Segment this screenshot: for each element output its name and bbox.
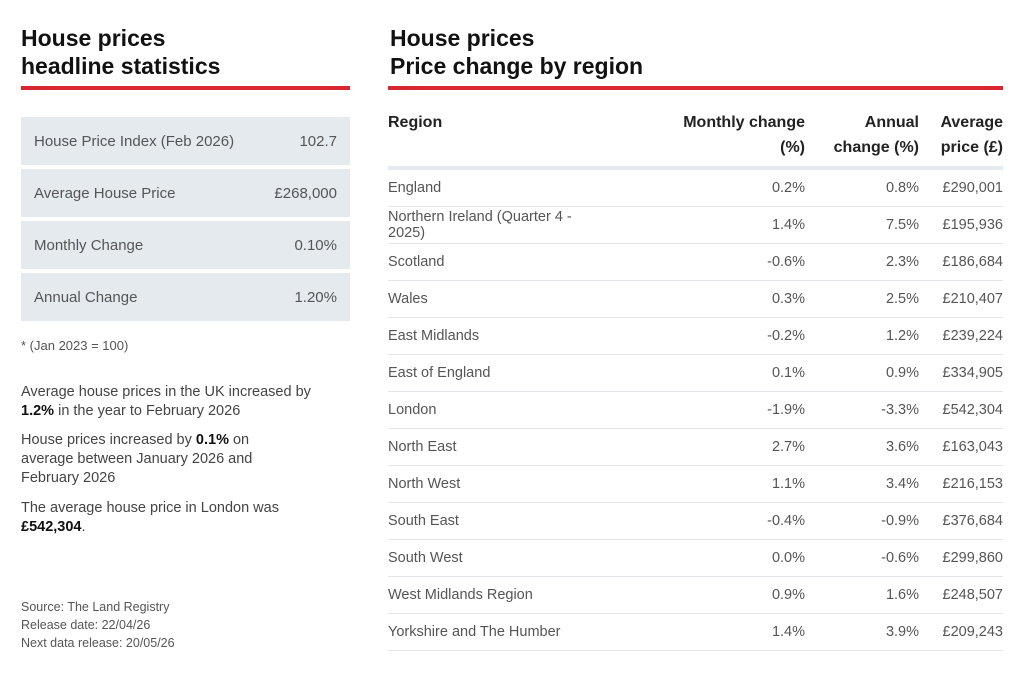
cell-monthly-change: 0.3% (605, 280, 805, 318)
cell-region: North East (388, 428, 605, 466)
cell-monthly-change: 0.9% (605, 576, 805, 614)
cell-average-price: £542,304 (919, 391, 1003, 429)
table-row: East of England 0.1% 0.9% £334,905 (388, 354, 1003, 392)
cell-monthly-change: -1.9% (605, 391, 805, 429)
region-title: House prices Price change by region (390, 24, 643, 80)
cell-annual-change: 3.6% (805, 428, 919, 466)
cell-monthly-change: -0.6% (605, 243, 805, 281)
cell-region: Scotland (388, 243, 605, 281)
cell-region: East Midlands (388, 317, 605, 355)
cell-annual-change: 3.9% (805, 613, 919, 651)
cell-region: South West (388, 539, 605, 577)
cell-monthly-change: 1.4% (605, 206, 805, 244)
table-row: Scotland -0.6% 2.3% £186,684 (388, 243, 1003, 281)
stat-value: £268,000 (274, 184, 337, 202)
header-annual: Annual change (%) (805, 110, 919, 170)
table-row: Wales 0.3% 2.5% £210,407 (388, 280, 1003, 318)
cell-annual-change: 2.3% (805, 243, 919, 281)
title-line: headline statistics (21, 53, 221, 79)
cell-average-price: £299,860 (919, 539, 1003, 577)
cell-average-price: £216,153 (919, 465, 1003, 503)
stat-value: 1.20% (294, 288, 337, 306)
cell-annual-change: 7.5% (805, 206, 919, 244)
cell-region: Yorkshire and The Humber (388, 613, 605, 651)
stat-label: Monthly Change (34, 236, 144, 254)
header-average: Average price (£) (919, 110, 1003, 170)
stat-row: Annual Change 1.20% (21, 273, 350, 321)
cell-annual-change: 3.4% (805, 465, 919, 503)
stat-row: House Price Index (Feb 2026) 102.7 (21, 117, 350, 165)
stat-value: 102.7 (299, 132, 337, 150)
header-region: Region (388, 110, 605, 170)
red-divider (388, 86, 1003, 90)
cell-average-price: £195,936 (919, 206, 1003, 244)
cell-average-price: £209,243 (919, 613, 1003, 651)
cell-monthly-change: -0.4% (605, 502, 805, 540)
stat-label: Average House Price (34, 184, 176, 202)
cell-annual-change: -0.9% (805, 502, 919, 540)
cell-monthly-change: 2.7% (605, 428, 805, 466)
table-row: England 0.2% 0.8% £290,001 (388, 168, 1003, 207)
stat-row: Average House Price £268,000 (21, 169, 350, 217)
cell-monthly-change: -0.2% (605, 317, 805, 355)
cell-monthly-change: 1.1% (605, 465, 805, 503)
next-release: Next data release: 20/05/26 (21, 636, 175, 650)
table-row: North East 2.7% 3.6% £163,043 (388, 428, 1003, 466)
cell-annual-change: 1.2% (805, 317, 919, 355)
table-header: Region Monthly change (%) Annual change (%… (388, 110, 1003, 170)
summary-london: The average house price in London was £5… (21, 500, 279, 535)
table-row: South West 0.0% -0.6% £299,860 (388, 539, 1003, 577)
table-row: Northern Ireland (Quarter 4 - 2025) 1.4% 7… (388, 206, 1003, 244)
stat-value: 0.10% (294, 236, 337, 254)
table-row: West Midlands Region 0.9% 1.6% £248,507 (388, 576, 1003, 614)
cell-region: West Midlands Region (388, 576, 605, 614)
footnote: * (Jan 2023 = 100) (21, 338, 129, 353)
cell-annual-change: 0.9% (805, 354, 919, 392)
table-row: Yorkshire and The Humber 1.4% 3.9% £209,243 (388, 613, 1003, 651)
table-row: East Midlands -0.2% 1.2% £239,224 (388, 317, 1003, 355)
cell-region: Northern Ireland (Quarter 4 - 2025) (388, 206, 605, 244)
source: Source: The Land Registry (21, 600, 170, 614)
cell-annual-change: 2.5% (805, 280, 919, 318)
cell-region: South East (388, 502, 605, 540)
region-table: Region Monthly change (%) Annual change (%… (388, 110, 1003, 651)
cell-average-price: £376,684 (919, 502, 1003, 540)
table-row: South East -0.4% -0.9% £376,684 (388, 502, 1003, 540)
table-row: North West 1.1% 3.4% £216,153 (388, 465, 1003, 503)
cell-annual-change: 1.6% (805, 576, 919, 614)
title-line: Price change by region (390, 53, 644, 79)
summary-monthly: House prices increased by 0.1% on averag… (21, 432, 253, 486)
cell-average-price: £248,507 (919, 576, 1003, 614)
cell-average-price: £239,224 (919, 317, 1003, 355)
cell-average-price: £290,001 (919, 168, 1003, 207)
cell-monthly-change: 0.1% (605, 354, 805, 392)
cell-region: London (388, 391, 605, 429)
cell-region: England (388, 168, 605, 207)
headline-title: House prices headline statistics (21, 24, 220, 80)
cell-region: North West (388, 465, 605, 503)
red-divider (21, 86, 350, 90)
stat-row: Monthly Change 0.10% (21, 221, 350, 269)
title-line: House prices (390, 25, 535, 51)
summary-annual: Average house prices in the UK increased… (21, 384, 311, 419)
cell-monthly-change: 1.4% (605, 613, 805, 651)
cell-monthly-change: 0.2% (605, 168, 805, 207)
stat-label: House Price Index (Feb 2026) (34, 132, 235, 150)
cell-average-price: £334,905 (919, 354, 1003, 392)
stat-label: Annual Change (34, 288, 138, 306)
table-row: London -1.9% -3.3% £542,304 (388, 391, 1003, 429)
cell-annual-change: -0.6% (805, 539, 919, 577)
title-line: House prices (21, 25, 166, 51)
cell-region: Wales (388, 280, 605, 318)
cell-average-price: £186,684 (919, 243, 1003, 281)
cell-average-price: £210,407 (919, 280, 1003, 318)
header-monthly: Monthly change (%) (605, 110, 805, 170)
cell-annual-change: 0.8% (805, 168, 919, 207)
cell-monthly-change: 0.0% (605, 539, 805, 577)
release-date: Release date: 22/04/26 (21, 618, 151, 632)
cell-annual-change: -3.3% (805, 391, 919, 429)
cell-region: East of England (388, 354, 605, 392)
source-info: Source: The Land Registry Release date: … (21, 598, 175, 652)
cell-average-price: £163,043 (919, 428, 1003, 466)
